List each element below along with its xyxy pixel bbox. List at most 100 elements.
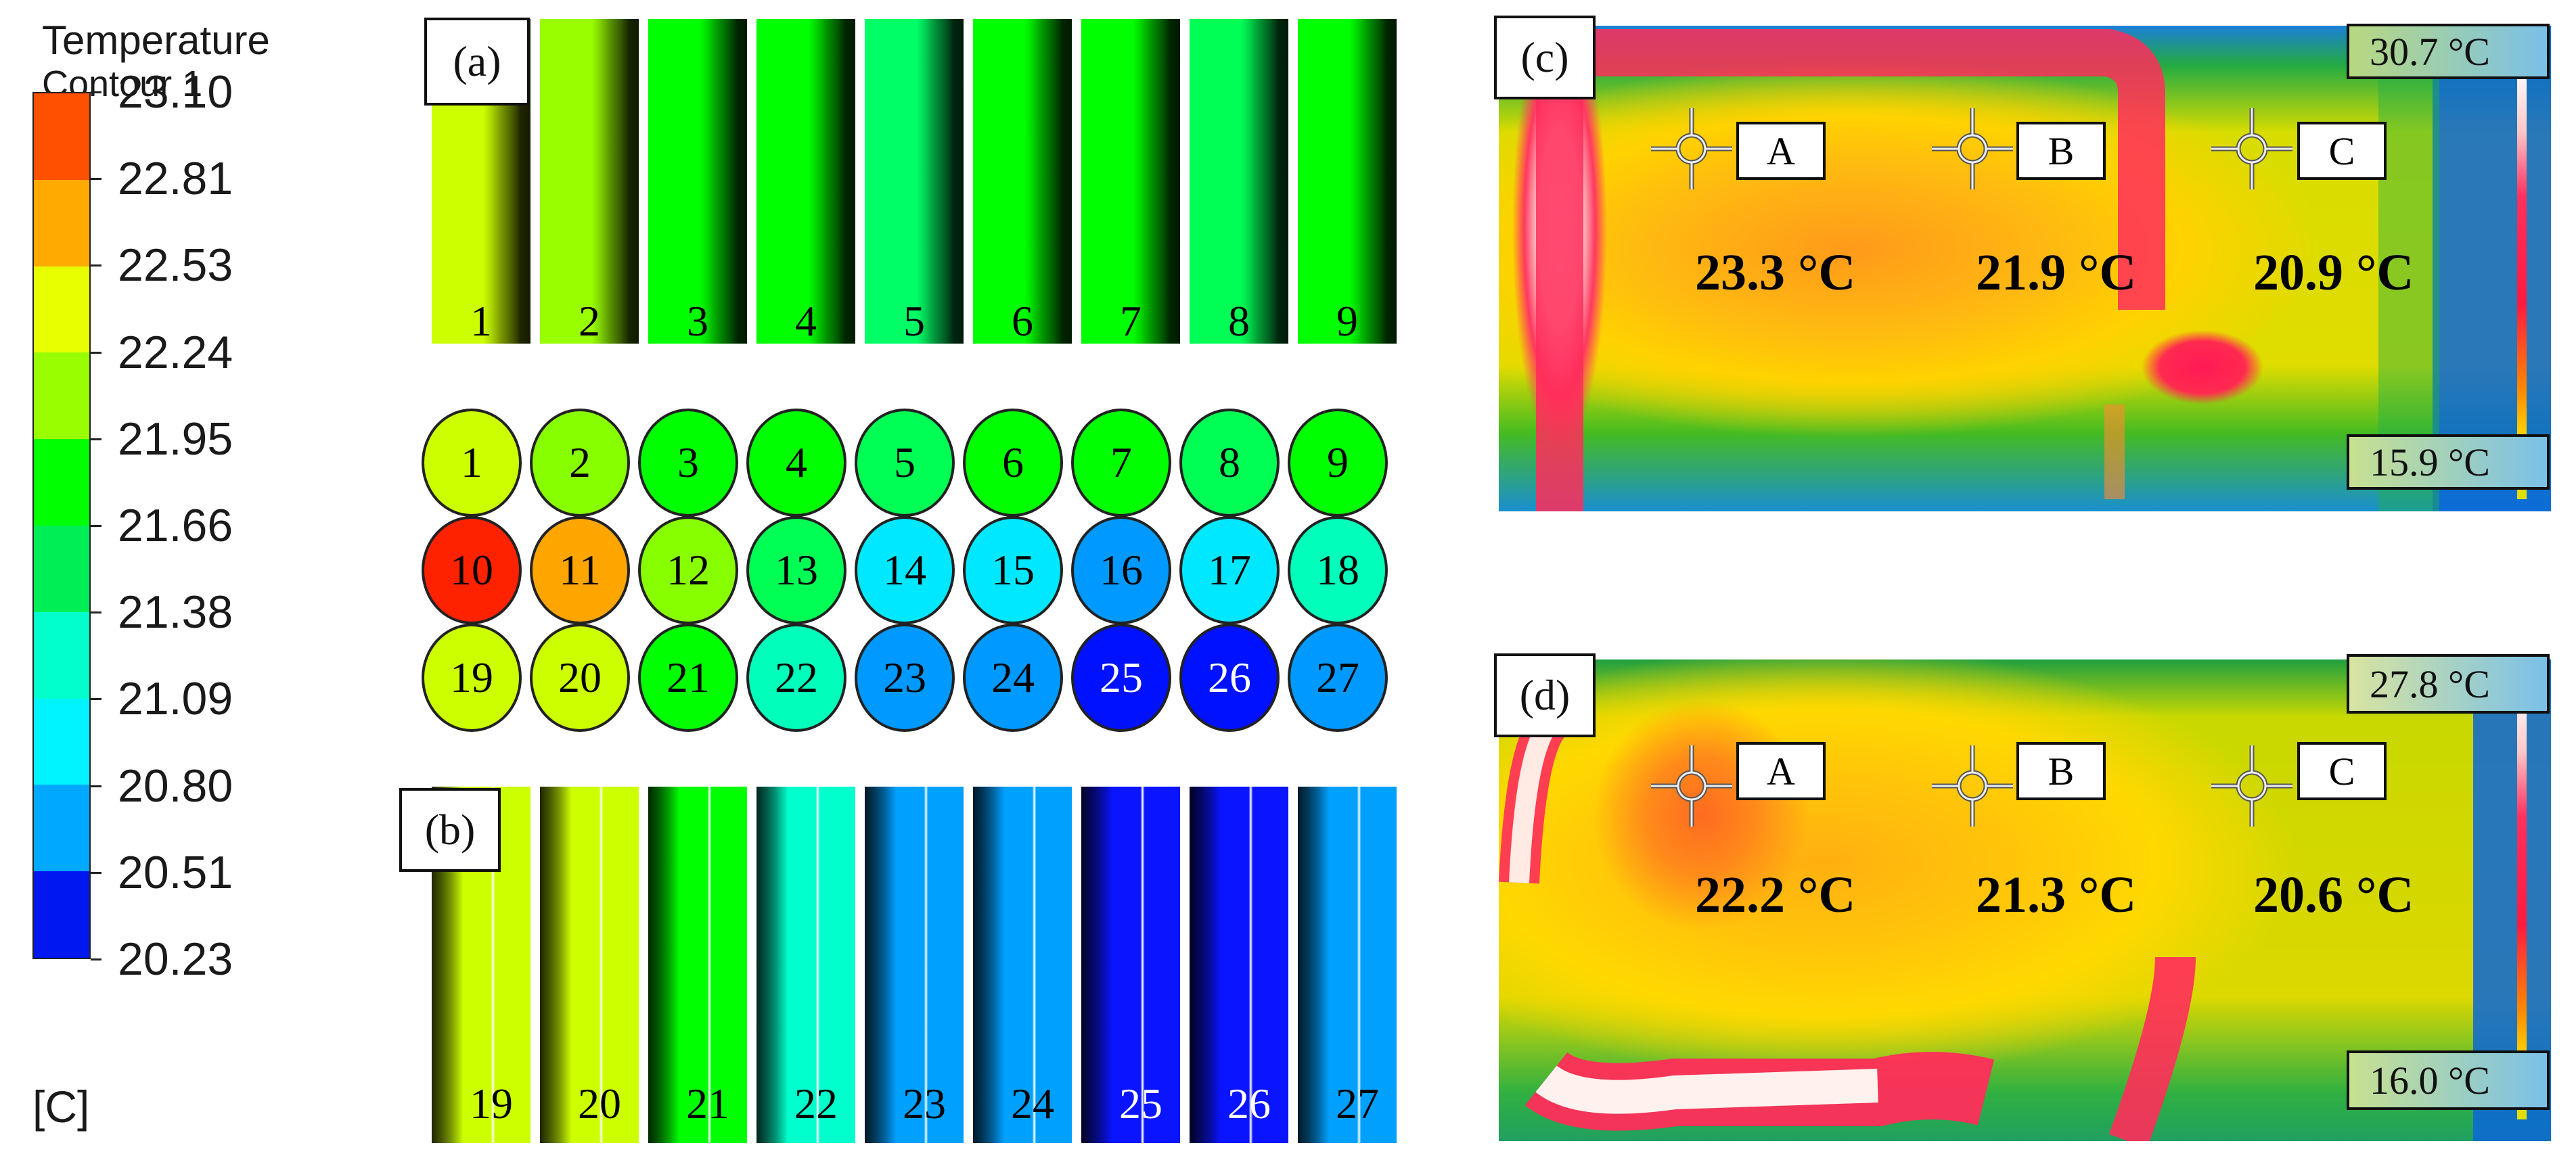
cylinder-number: 24	[1011, 1080, 1054, 1128]
cylinder-number: 25	[1119, 1080, 1162, 1128]
color-scale-label: 22.24	[118, 326, 233, 378]
sensor-circle-3: 3	[638, 409, 738, 517]
color-scale-label: 21.38	[118, 586, 233, 639]
color-scale-tick	[91, 958, 101, 960]
cylinder-number: 26	[1227, 1080, 1271, 1128]
cylinder-number: 23	[903, 1080, 946, 1128]
cylinder-bar-4: 4	[756, 19, 855, 345]
crosshair-icon	[1932, 745, 2013, 827]
cylinder-bar-3: 3	[648, 19, 747, 345]
cylinder-bar-22: 22	[756, 787, 855, 1143]
panel-c-thermal-image	[1499, 26, 2551, 511]
legend-title-line1: Temperature	[42, 18, 270, 63]
measurement-point-label: A	[1736, 742, 1826, 800]
color-scale-tick	[91, 525, 101, 527]
sensor-number: 6	[1002, 438, 1024, 486]
measurement-point-label: B	[2016, 742, 2106, 800]
measurement-temperature: 20.9 °C	[2253, 244, 2414, 301]
color-scale-segment	[34, 266, 89, 353]
color-scale-segment	[34, 871, 89, 958]
cylinder-number: 9	[1336, 297, 1358, 345]
cylinder-number: 5	[903, 297, 925, 345]
cylinder-number: 27	[1336, 1080, 1379, 1128]
sensor-number: 24	[991, 653, 1035, 701]
crosshair-icon	[1932, 108, 2013, 189]
measurement-point-label: C	[2297, 742, 2387, 800]
cylinder-number: 21	[686, 1080, 729, 1128]
crosshair-icon	[2211, 108, 2292, 189]
panel-d-scale-max: 27.8 °C	[2347, 654, 2550, 714]
cylinder-bar-25: 25	[1081, 787, 1180, 1143]
sensor-circle-1: 1	[422, 409, 522, 517]
sensor-circle-7: 7	[1071, 409, 1171, 517]
panel-c-scale-min: 15.9 °C	[2347, 434, 2550, 490]
sensor-circle-2: 2	[530, 409, 630, 517]
sensor-number: 10	[450, 546, 493, 594]
sensor-circle-17: 17	[1179, 516, 1280, 624]
measurement-point-label: B	[2016, 122, 2106, 180]
sensor-number: 25	[1100, 653, 1143, 701]
panel-c-label: (c)	[1494, 16, 1596, 99]
sensor-circle-19: 19	[422, 624, 522, 732]
cylinder-number: 20	[578, 1080, 621, 1128]
color-scale-bar	[32, 92, 91, 959]
cylinder-bar-5: 5	[865, 19, 964, 345]
sensor-number: 15	[991, 546, 1035, 594]
color-scale-segment	[34, 93, 89, 180]
sensor-number: 17	[1208, 546, 1251, 594]
sensor-number: 2	[569, 438, 591, 486]
cylinder-bar-9: 9	[1298, 19, 1397, 345]
sensor-number: 4	[786, 438, 807, 486]
measurement-temperature: 20.6 °C	[2253, 866, 2414, 923]
sensor-circle-12: 12	[638, 516, 738, 624]
color-scale-tick	[91, 871, 101, 874]
color-scale-tick	[91, 178, 101, 181]
sensor-number: 19	[450, 653, 493, 701]
color-scale-label: 21.66	[118, 500, 233, 551]
color-scale-label: 22.53	[118, 239, 233, 292]
cylinder-bar-20: 20	[540, 787, 639, 1143]
cylinder-bar-26: 26	[1190, 787, 1288, 1143]
cylinder-bar-7: 7	[1081, 19, 1180, 345]
panel-c-scale-max: 30.7 °C	[2347, 24, 2550, 79]
legend-title: Temperature Contour 1	[42, 19, 270, 106]
sensor-circle-14: 14	[855, 516, 955, 624]
sensor-circle-10: 10	[422, 516, 522, 624]
sensor-circle-8: 8	[1179, 409, 1280, 517]
sensor-number: 20	[558, 653, 602, 701]
sensor-number: 11	[559, 546, 601, 594]
cylinder-bar-24: 24	[973, 787, 1072, 1143]
color-scale-tick	[91, 698, 101, 701]
color-scale-tick	[91, 351, 101, 354]
panel-a-label: (a)	[424, 18, 530, 106]
color-scale-label: 20.51	[118, 846, 233, 898]
measurement-point-label: C	[2297, 122, 2387, 180]
measurement-temperature: 21.3 °C	[1976, 866, 2137, 923]
sensor-circle-4: 4	[746, 409, 846, 517]
sensor-number: 27	[1316, 653, 1359, 701]
color-scale-tick	[91, 91, 101, 93]
cylinder-number: 8	[1228, 297, 1250, 345]
color-scale-segment	[34, 179, 89, 267]
measurement-temperature: 22.2 °C	[1695, 866, 1856, 923]
color-scale-segment	[34, 439, 89, 526]
sensor-number: 21	[666, 653, 710, 701]
color-scale-label: 20.23	[118, 933, 233, 985]
cylinder-number: 2	[579, 297, 600, 345]
panel-d-label: (d)	[1494, 653, 1596, 737]
cylinder-bar-23: 23	[865, 787, 964, 1143]
sensor-number: 8	[1219, 438, 1240, 486]
sensor-circle-16: 16	[1071, 516, 1171, 624]
measurement-temperature: 23.3 °C	[1695, 244, 1856, 301]
sensor-number: 12	[666, 546, 710, 594]
color-scale-segment	[34, 352, 89, 440]
cylinder-number: 22	[794, 1080, 838, 1128]
color-scale-segment	[34, 525, 89, 612]
color-scale-label: 21.95	[118, 413, 233, 465]
sensor-circle-6: 6	[963, 409, 1063, 517]
cylinder-bar-27: 27	[1298, 787, 1397, 1143]
color-scale-label: 22.81	[118, 153, 233, 205]
panel-b-label: (b)	[399, 788, 501, 872]
sensor-number: 26	[1208, 653, 1251, 701]
color-scale-tick	[91, 264, 101, 267]
